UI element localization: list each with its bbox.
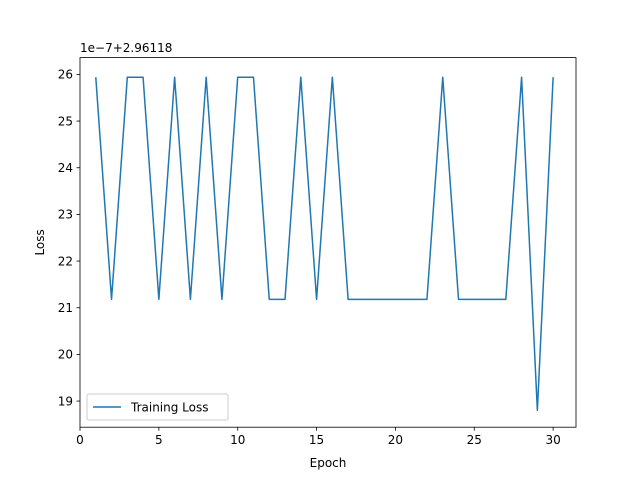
x-tick-label: 0 [76,433,84,447]
y-tick-label: 26 [58,68,73,82]
x-tick-label: 30 [545,433,560,447]
y-tick-label: 20 [58,348,73,362]
x-tick-label: 15 [309,433,324,447]
legend: Training Loss [86,393,229,421]
y-tick-label: 24 [58,161,73,175]
y-tick-label: 19 [58,394,73,408]
x-tick-label: 25 [467,433,482,447]
x-tick-label: 5 [155,433,163,447]
x-axis-ticks: 0 5 10 15 20 25 30 [76,427,561,447]
training-loss-line [95,76,554,412]
y-tick-label: 25 [58,114,73,128]
y-axis-label: Loss [33,229,47,255]
x-axis-label: Epoch [310,456,347,470]
y-offset-label: 1e−7+2.96118 [80,41,172,55]
x-tick-label: 20 [388,433,403,447]
y-tick-label: 22 [58,254,73,268]
legend-box [86,393,229,421]
plot-frame [79,57,577,428]
y-axis-ticks: 19 20 21 22 23 24 25 26 [58,68,80,408]
x-tick-label: 10 [230,433,245,447]
y-tick-label: 21 [58,301,73,315]
y-tick-label: 23 [58,208,73,222]
legend-label: Training Loss [130,401,208,415]
